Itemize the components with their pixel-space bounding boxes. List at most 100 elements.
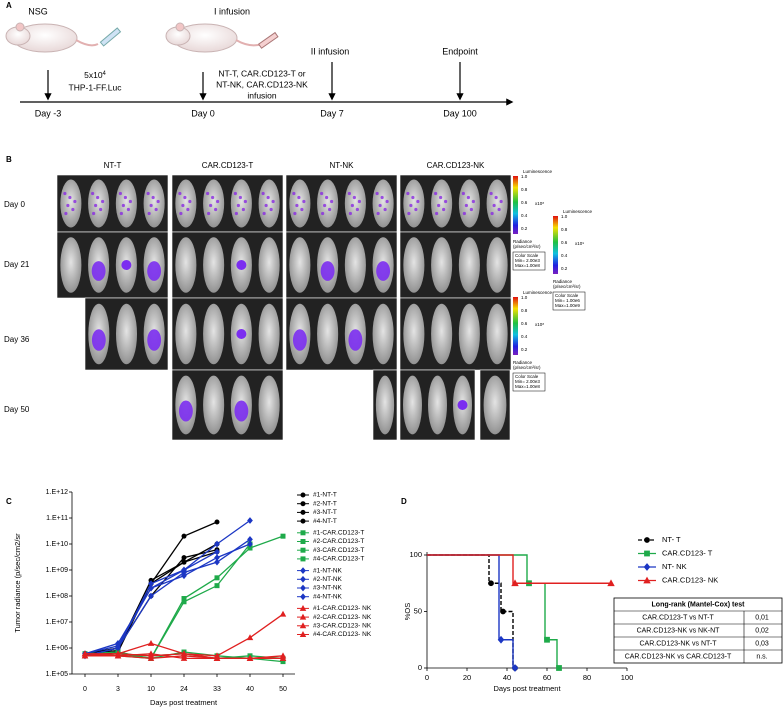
scale-box-text: Max=1.00e8 <box>515 263 540 268</box>
mouse-illustration <box>5 22 279 53</box>
scale-title: Luminescence <box>523 169 553 174</box>
series-line <box>84 543 251 655</box>
signal-speckle <box>406 191 410 196</box>
legend-label: CAR.CD123- NK <box>662 575 718 584</box>
scale-unit: (p/sec/cm²/sr) <box>553 284 581 289</box>
legend-label: #2-CAR.CD123-T <box>313 538 364 545</box>
scale-box-text: Min= 2.00e3 <box>515 258 540 263</box>
mouse-body <box>203 375 225 435</box>
signal-speckle <box>63 191 67 196</box>
point <box>148 584 154 592</box>
legend-label: #4-CAR.CD123- NK <box>313 631 372 638</box>
signal-speckle <box>262 211 266 216</box>
point <box>300 593 306 601</box>
signal-speckle <box>214 207 218 212</box>
signal-speckle <box>118 191 122 196</box>
survival-curve <box>427 554 558 668</box>
point <box>246 634 254 641</box>
signal-speckle <box>376 211 380 216</box>
x-axis-title: Days post treatment <box>150 698 218 707</box>
table-cell: CAR.CD123-T vs NT-T <box>642 614 714 621</box>
row-label: Day 0 <box>4 200 25 209</box>
x-tick-label: 40 <box>503 673 511 682</box>
signal-speckle <box>380 195 384 200</box>
mouse-body <box>483 375 507 435</box>
signal-speckle <box>357 199 361 204</box>
legend-label: #2-NT-T <box>313 500 337 507</box>
table-pvalue: n.s. <box>756 653 767 660</box>
scale-gradient <box>513 297 518 355</box>
point <box>299 604 307 611</box>
scale-box-text: Min= 2.00e3 <box>515 379 540 384</box>
signal-speckle <box>414 207 418 212</box>
legend-label: NT- T <box>662 535 681 544</box>
event-label: Endpoint <box>442 46 478 56</box>
point <box>114 650 122 657</box>
scale-exponent: x10⁹ <box>575 241 584 246</box>
scale-unit: Radiance <box>513 360 533 365</box>
point <box>213 654 221 661</box>
infusion-note: infusion <box>247 90 277 100</box>
y-tick-label: 1.E+11 <box>46 515 68 522</box>
signal-speckle <box>119 211 123 216</box>
imaging-cell <box>171 369 284 441</box>
legend-label: #3-CAR.CD123-T <box>313 547 364 554</box>
point <box>511 579 519 587</box>
imaging-cell <box>84 297 169 371</box>
signal-speckle <box>99 207 103 212</box>
scale-tick: 1.0 <box>521 295 528 300</box>
signal-speckle <box>320 191 324 196</box>
injection-note: 5x104 <box>84 70 106 80</box>
signal-speckle <box>68 195 72 200</box>
scale-tick: 0.4 <box>521 334 528 339</box>
signal-speckle <box>444 199 448 204</box>
x-tick-label: 24 <box>180 686 188 693</box>
legend-label: #3-NT-NK <box>313 585 343 592</box>
point <box>488 580 494 587</box>
mouse-body <box>203 303 225 365</box>
mouse-body <box>203 237 225 293</box>
legend-label: #2-CAR.CD123- NK <box>313 614 372 621</box>
scale-gradient <box>553 216 558 274</box>
mouse-body <box>258 303 280 365</box>
signal-speckle <box>188 199 192 204</box>
table-pvalue: 0,01 <box>755 614 769 621</box>
x-tick-label: 3 <box>116 686 120 693</box>
infusion-note: NT-NK, CAR.CD123-NK <box>216 79 308 89</box>
legend-label: #3-CAR.CD123- NK <box>313 623 372 630</box>
scale-tick: 0.8 <box>521 187 528 192</box>
signal-speckle <box>471 199 475 204</box>
mouse-body <box>344 179 366 228</box>
signal-speckle <box>292 191 296 196</box>
signal-speckle <box>499 199 503 204</box>
mouse-body <box>403 237 425 293</box>
point <box>115 642 121 650</box>
point <box>214 575 220 581</box>
y-tick-label: 1.E+08 <box>46 593 68 600</box>
point <box>214 583 220 589</box>
y-tick-label: 1.E+09 <box>46 567 68 574</box>
signal-speckle <box>416 199 420 204</box>
signal-speckle <box>73 199 77 204</box>
y-axis-title: Tumor radiance (p/sec/cm2/sr <box>13 533 22 633</box>
imaging-cell <box>285 231 398 299</box>
mouse-body <box>230 179 252 228</box>
point <box>300 518 306 524</box>
day-label: Day 7 <box>320 108 344 118</box>
signal-blob <box>91 329 106 351</box>
imaging-cell <box>399 369 476 441</box>
signal-speckle <box>96 195 100 200</box>
legend-label: NT- NK <box>662 562 687 571</box>
table-cell: CAR.CD123-NK vs NK-NT <box>637 627 721 634</box>
legend-label: CAR.CD123- T <box>662 548 713 557</box>
mouse-body <box>115 303 138 365</box>
mouse-body <box>258 179 280 228</box>
panel-label: A <box>6 1 12 10</box>
point <box>214 540 220 548</box>
point <box>644 550 650 557</box>
signal-speckle <box>497 207 501 212</box>
note-text: 5x10 <box>84 70 103 80</box>
mouse-body <box>289 237 311 293</box>
signal-blob <box>457 400 468 410</box>
signal-speckle <box>462 211 466 216</box>
